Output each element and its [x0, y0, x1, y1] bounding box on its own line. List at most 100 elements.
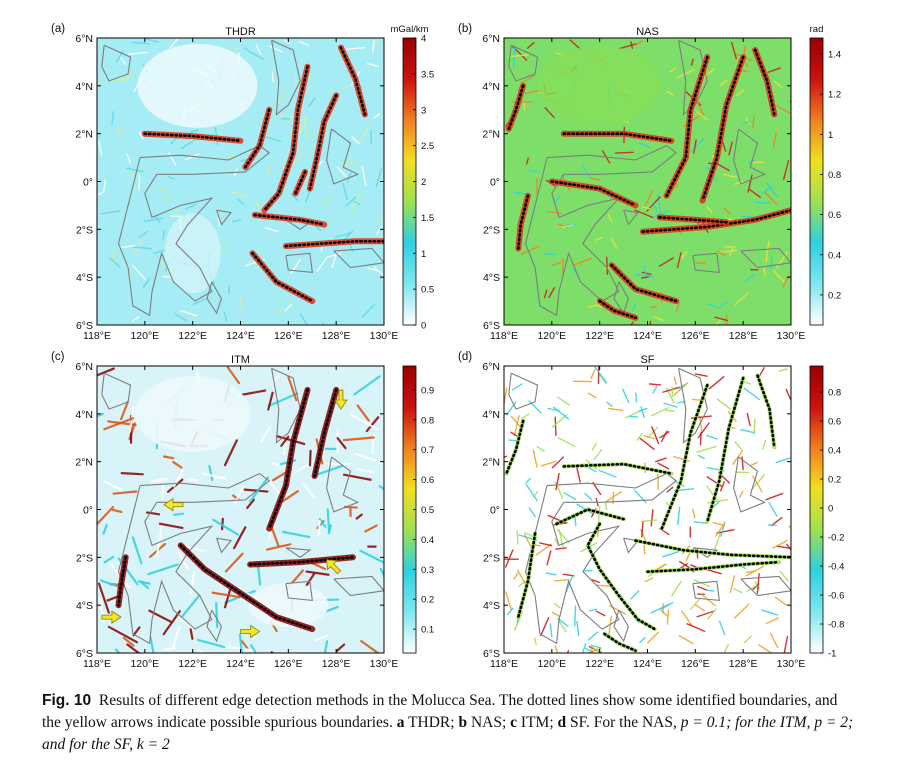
- colorbar-tick-label: 0.5: [421, 285, 434, 296]
- x-tick-label: 118°E: [83, 330, 111, 342]
- identified-boundary: [313, 388, 338, 478]
- x-tick-label: 118°E: [490, 658, 518, 670]
- y-tick-label: 0°: [490, 505, 500, 517]
- y-tick-label: 2°N: [75, 129, 93, 141]
- identified-boundary: [660, 383, 709, 530]
- coastline: [623, 537, 639, 554]
- identified-boundary: [646, 560, 781, 573]
- identified-boundary: [562, 132, 673, 143]
- identified-boundary: [641, 208, 791, 233]
- identified-boundary: [598, 299, 637, 320]
- identified-boundary: [339, 46, 367, 116]
- coastline: [623, 209, 639, 226]
- caption-c-text: ITM;: [520, 714, 554, 731]
- caption-label-a: a: [396, 714, 405, 731]
- coastline: [101, 372, 132, 410]
- identified-boundary: [665, 55, 709, 198]
- x-tick-label: 124°E: [226, 330, 255, 342]
- x-tick-label: 126°E: [681, 330, 710, 342]
- coastline: [508, 44, 539, 82]
- identified-boundary: [634, 539, 791, 559]
- panel-title: ITM: [231, 354, 250, 366]
- colorbar-tick-label: 0.6: [828, 417, 841, 428]
- identified-boundary: [555, 508, 625, 526]
- y-tick-label: 6°S: [76, 320, 93, 332]
- map-content: [504, 366, 791, 653]
- coastline: [271, 367, 301, 444]
- spurious-boundary-arrow: [101, 610, 122, 624]
- spurious-boundary-arrow: [163, 497, 184, 512]
- y-tick-label: 6°N: [482, 33, 500, 45]
- colorbar-tick-label: 0.9: [421, 385, 434, 396]
- x-tick-label: 128°E: [322, 658, 351, 670]
- colorbar: [809, 365, 824, 654]
- y-tick-label: 6°N: [75, 33, 93, 45]
- x-tick-label: 126°E: [274, 658, 303, 670]
- spurious-boundary-arrow: [240, 624, 261, 639]
- x-tick-label: 122°E: [178, 330, 207, 342]
- y-tick-label: 6°N: [75, 361, 93, 373]
- coastline: [206, 281, 222, 315]
- coastline: [692, 252, 720, 274]
- coastline: [733, 128, 767, 185]
- coastline: [740, 247, 791, 269]
- identified-boundary: [603, 632, 637, 652]
- colorbar-tick-label: 0.8: [828, 170, 841, 181]
- colorbar-tick-label: 0.5: [421, 505, 434, 516]
- coastline: [117, 472, 271, 645]
- panel-label: (b): [458, 23, 472, 35]
- coastline: [206, 609, 223, 643]
- colorbar-tick-label: 0.4: [828, 250, 841, 261]
- y-tick-label: 2°S: [483, 224, 500, 236]
- panel-title: SF: [640, 354, 654, 366]
- coastline: [678, 39, 708, 116]
- colorbar-tick-label: 0.6: [828, 210, 841, 221]
- x-tick-label: 126°E: [274, 330, 303, 342]
- coastline: [733, 456, 767, 513]
- colorbar-tick-label: 0.6: [421, 475, 434, 486]
- y-tick-label: 2°N: [482, 129, 500, 141]
- caption-d-text: SF. For the NAS,: [570, 714, 677, 731]
- y-tick-label: 6°S: [483, 648, 500, 660]
- x-tick-label: 130°E: [370, 330, 399, 342]
- coastline: [678, 367, 708, 444]
- coastline: [285, 547, 312, 558]
- panel-title: NAS: [636, 26, 659, 38]
- x-tick-label: 120°E: [537, 330, 566, 342]
- identified-boundary: [117, 556, 127, 607]
- caption-label-b: b: [458, 714, 468, 731]
- colorbar-tick-label: 0.8: [421, 415, 434, 426]
- x-tick-label: 120°E: [130, 658, 159, 670]
- panel-a: 118°E 120°E 122°E 124°E 126°E 128°E 130°E 6°N 4°…: [51, 23, 434, 342]
- coastline: [326, 456, 360, 513]
- map-content: [97, 38, 384, 325]
- identified-boundary: [658, 216, 728, 224]
- colorbar-tick-label: 0: [828, 504, 833, 515]
- identified-boundary: [753, 48, 776, 116]
- colorbar-tick-label: 0.4: [421, 535, 434, 546]
- y-tick-label: 6°S: [76, 648, 93, 660]
- x-tick-label: 120°E: [130, 330, 159, 342]
- x-tick-label: 130°E: [777, 330, 806, 342]
- y-tick-label: 2°S: [76, 552, 93, 564]
- x-tick-label: 122°E: [178, 658, 207, 670]
- colorbar-tick-label: 4: [421, 34, 426, 45]
- y-tick-label: 0°: [490, 177, 500, 189]
- y-tick-label: 6°S: [483, 320, 500, 332]
- caption-p-nas: p = 0.1; for the ITM,: [680, 714, 811, 731]
- panel-c: 118°E 120°E 122°E 124°E 126°E 128°E 130°E 6°N 4°…: [51, 351, 434, 670]
- identified-boundary: [517, 194, 530, 250]
- coastline: [508, 372, 539, 410]
- identified-boundary: [253, 213, 326, 226]
- colorbar: [809, 37, 824, 326]
- colorbar-tick-label: 0.2: [828, 475, 841, 486]
- x-tick-label: 130°E: [370, 658, 399, 670]
- y-tick-label: 4°S: [483, 272, 500, 284]
- x-tick-label: 130°E: [777, 658, 806, 670]
- coastline: [740, 575, 791, 597]
- x-tick-label: 124°E: [633, 658, 662, 670]
- colorbar-tick-label: 3: [421, 105, 426, 116]
- colorbar-tick-label: -1: [828, 649, 836, 660]
- colorbar-tick-label: 0.7: [421, 445, 434, 456]
- y-tick-label: 4°N: [482, 409, 500, 421]
